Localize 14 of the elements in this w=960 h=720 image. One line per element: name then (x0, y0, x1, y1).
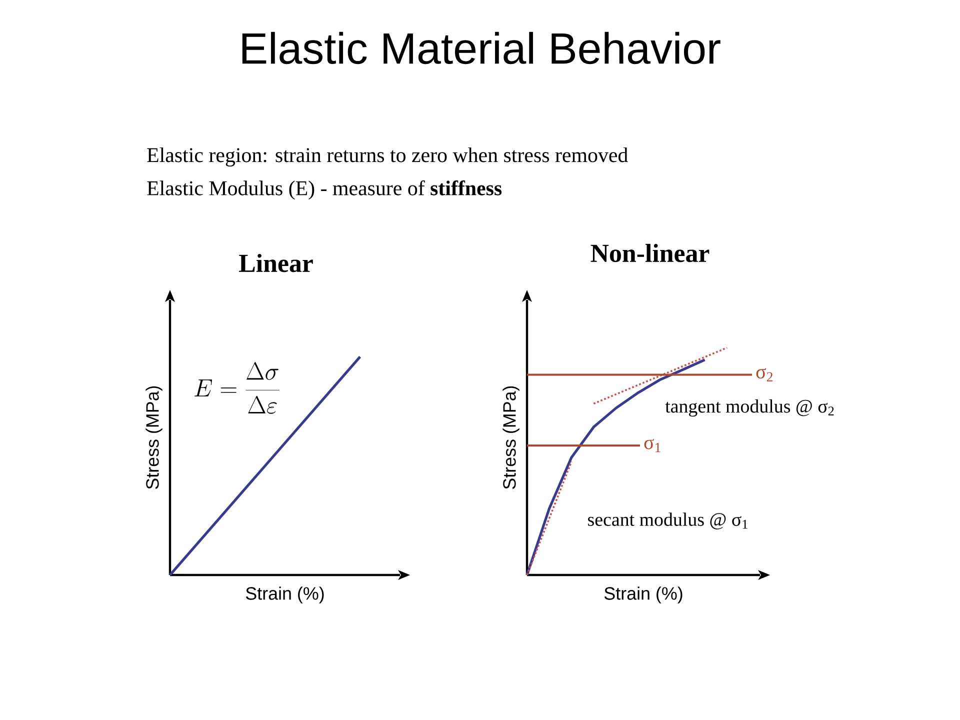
chart-title: Linear (239, 254, 313, 272)
chart-title: Non-linear (590, 244, 710, 262)
text: Elastic Modulus (E) - measure of stiffness (147, 180, 502, 200)
text: Elastic Material Behavior (242, 32, 720, 64)
x-axis-title: Strain (%) (604, 586, 682, 604)
x-axis-title: Strain (%) (246, 586, 324, 604)
annotation: tangent modulus @ σ$_{2}$ (665, 399, 834, 417)
annotation: secant modulus @ σ$_{1}$ (588, 512, 748, 530)
y-axis-title: Stress (MPa) (502, 386, 520, 489)
text: Elastic region: strain returns to zero when stress removed (147, 147, 628, 167)
y-axis-title: Stress (MPa) (146, 386, 162, 489)
annotation: $E=\frac{\Delta\sigma}{\Delta\varepsilon}$ (194, 362, 280, 414)
ref-line-label: σ$_{1}$ (644, 438, 660, 452)
ref-line-label: σ$_{2}$ (756, 368, 772, 382)
